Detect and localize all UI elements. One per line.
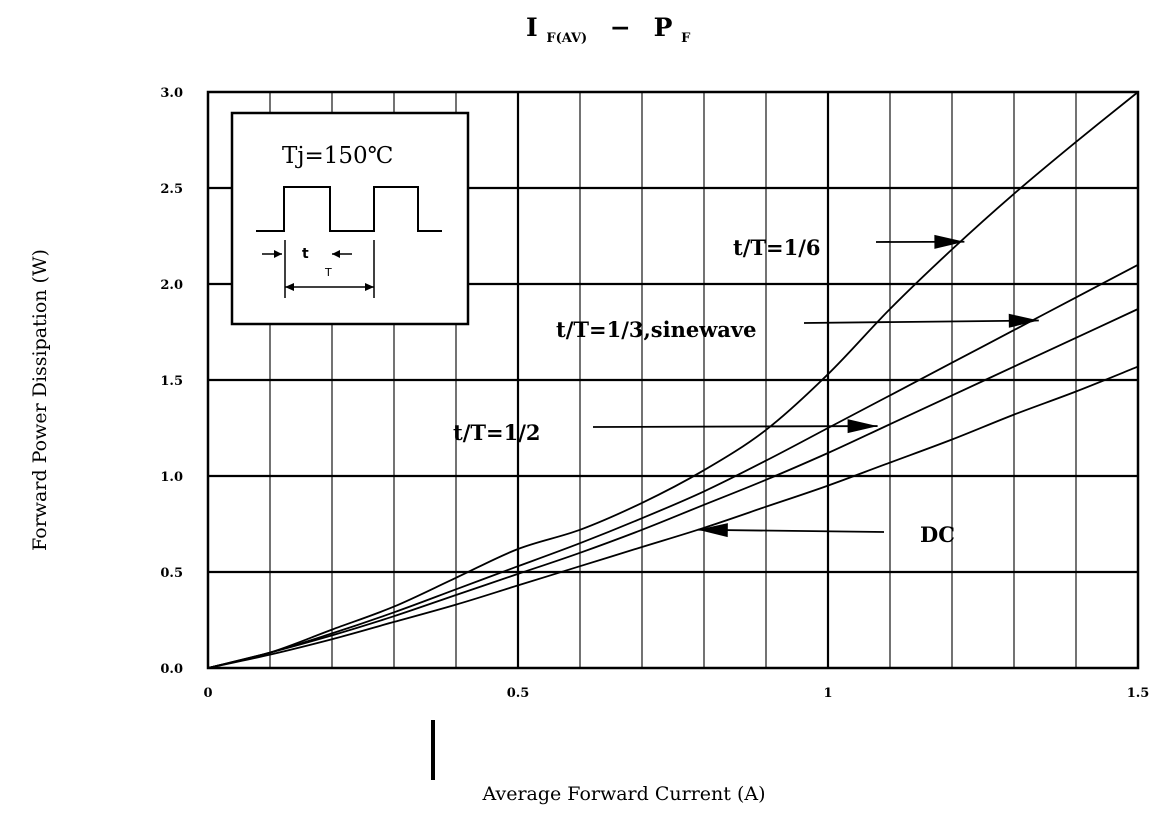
annotation-arrowhead: [1008, 313, 1039, 328]
pulse-width-label: t: [302, 246, 309, 262]
annotation-label: t/T=1/2: [453, 420, 541, 445]
annotation-arrow-line: [697, 528, 885, 533]
pulse-waveform-icon: [256, 186, 442, 232]
y-tick-label: 2.5: [160, 182, 183, 197]
series-line: [207, 365, 1139, 669]
inset-box: Tj=150℃ t T: [230, 111, 470, 326]
scan-artifact-bar: [431, 720, 435, 780]
annotation-label: DC: [920, 522, 955, 547]
y-tick-label: 3.0: [160, 86, 183, 101]
annotation-arrow-line: [803, 319, 1039, 324]
x-tick-labels: 0 0.5 1 1.5: [203, 686, 1149, 701]
plot-frame: [206, 90, 1140, 670]
title-p: P: [654, 13, 673, 42]
series-lines: [207, 91, 1139, 669]
annotation-arrowhead: [934, 234, 965, 249]
pulse-width-arrowhead-right: [332, 250, 340, 258]
chart-title: I F(AV) − P F: [526, 13, 691, 48]
y-axis-label: Forward Power Dissipation (W): [29, 249, 51, 551]
period-label: T: [324, 266, 332, 279]
annotation-label: t/T=1/3,sinewave: [556, 317, 756, 342]
series-line: [207, 91, 1139, 669]
title-p-subscript: F: [681, 31, 691, 46]
annotation-arrow-line: [592, 425, 878, 428]
y-tick-label: 1.0: [160, 470, 183, 485]
title-i-subscript: F(AV): [546, 31, 587, 46]
x-tick-label: 1: [823, 686, 832, 701]
x-axis-label: Average Forward Current (A): [482, 783, 766, 805]
annotation-arrowhead: [847, 419, 878, 434]
annotations: t/T=1/6 t/T=1/3,sinewave t/T=1/2 DC: [453, 234, 1039, 547]
y-tick-label: 0.5: [160, 566, 183, 581]
y-tick-label: 0.0: [160, 662, 183, 677]
pulse-width-arrowhead-left: [274, 250, 282, 258]
x-tick-label: 0.5: [507, 686, 530, 701]
y-tick-labels: 0.0 0.5 1.0 1.5 2.0 2.5 3.0: [160, 86, 183, 677]
annotation-arrowhead: [697, 523, 728, 538]
title-dash: −: [610, 13, 631, 42]
period-arrowhead-left: [285, 283, 294, 291]
y-tick-label: 2.0: [160, 278, 183, 293]
inset-label: Tj=150℃: [282, 143, 393, 169]
series-line: [207, 264, 1139, 669]
x-tick-label: 1.5: [1127, 686, 1150, 701]
title-i: I: [526, 13, 538, 42]
series-line: [207, 308, 1139, 669]
x-tick-label: 0: [203, 686, 212, 701]
y-tick-label: 1.5: [160, 374, 183, 389]
period-arrowhead-right: [365, 283, 374, 291]
grid-major: [208, 92, 1138, 668]
inset-frame: [230, 111, 470, 326]
annotation-label: t/T=1/6: [733, 235, 821, 260]
